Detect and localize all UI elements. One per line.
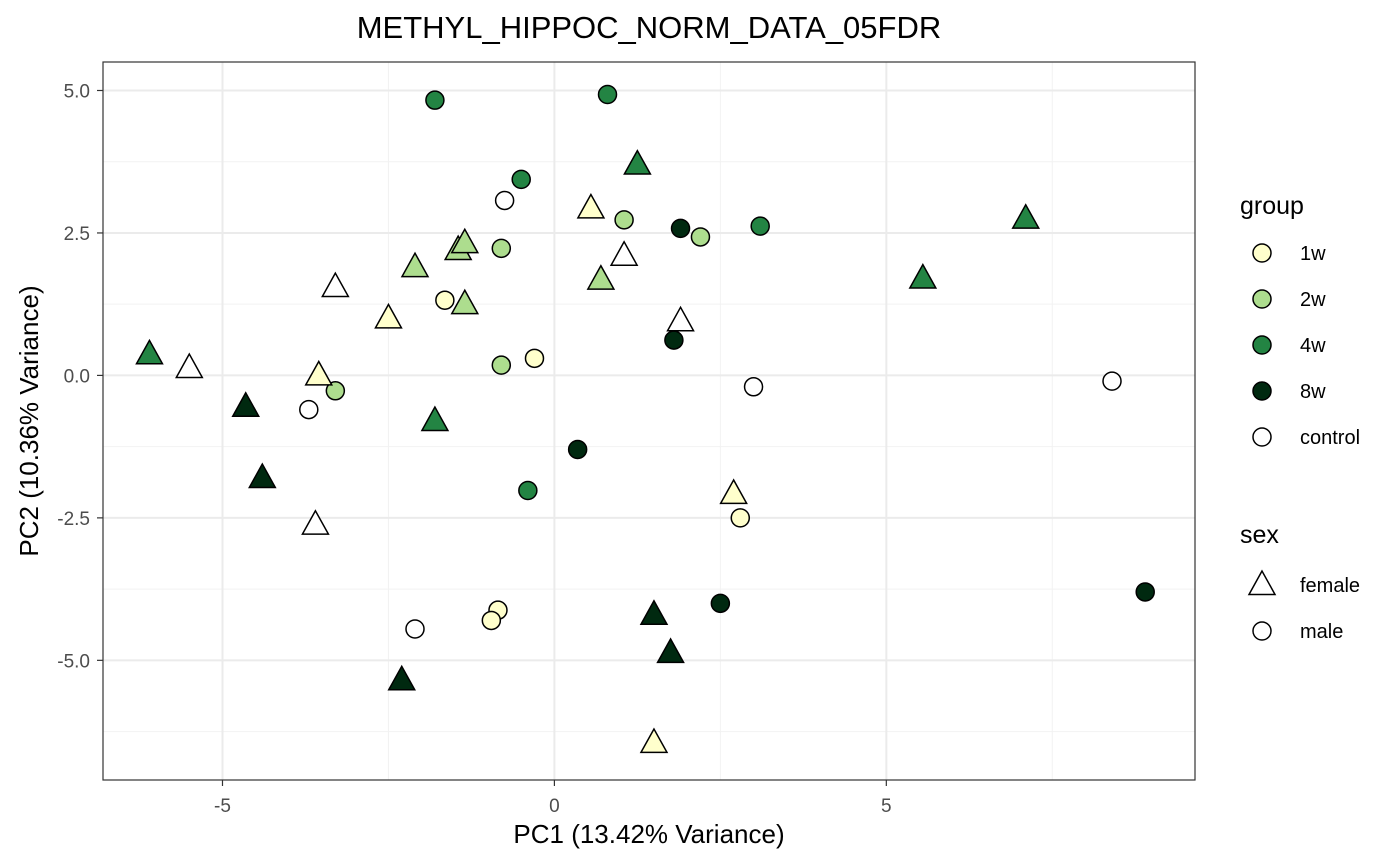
data-point — [666, 305, 695, 332]
data-point — [491, 355, 512, 375]
data-point — [175, 352, 204, 379]
data-point — [719, 478, 748, 505]
y-tick-label: -2.5 — [57, 509, 90, 530]
data-point — [524, 348, 545, 369]
legend-key-4w — [1252, 335, 1272, 355]
data-point — [710, 593, 731, 614]
x-tick-label: -5 — [214, 796, 231, 817]
y-axis-ticks: -5.0 -2.5 0.0 2.5 5.0 — [57, 81, 103, 672]
data-point — [374, 302, 403, 329]
data-point — [609, 240, 639, 266]
x-axis-ticks: -5 0 5 — [214, 780, 892, 817]
data-point — [511, 169, 531, 190]
y-tick-label: 5.0 — [64, 81, 90, 102]
legend-key-2w — [1252, 289, 1272, 309]
data-points — [135, 84, 1155, 754]
legend-key-female — [1247, 569, 1277, 596]
data-point — [387, 664, 416, 691]
legend-key-control — [1252, 427, 1272, 447]
data-point — [321, 271, 350, 298]
grid-major-lines — [103, 62, 1195, 780]
data-point — [623, 149, 652, 175]
legend-sex-title: sex — [1240, 521, 1279, 549]
data-point — [576, 192, 606, 219]
data-point — [1135, 582, 1155, 602]
data-point — [435, 290, 455, 310]
data-point — [491, 238, 512, 259]
y-axis-title: PC2 (10.36% Variance) — [14, 285, 44, 556]
legend-label-1w: 1w — [1300, 243, 1326, 265]
y-tick-label: -5.0 — [57, 651, 90, 672]
data-point — [231, 391, 260, 417]
data-point — [405, 619, 425, 639]
legend-key-1w — [1252, 243, 1272, 263]
legend-label-control: control — [1300, 427, 1360, 449]
data-point — [301, 509, 330, 535]
y-tick-label: 0.0 — [64, 366, 90, 387]
data-point — [614, 210, 634, 230]
data-point — [664, 330, 684, 350]
data-point — [750, 216, 770, 236]
data-point — [135, 338, 164, 365]
data-point — [690, 227, 711, 247]
chart-title: METHYL_HIPPOC_NORM_DATA_05FDR — [357, 10, 942, 45]
data-point — [299, 399, 319, 420]
grid-minor-lines — [103, 62, 1195, 780]
data-point — [670, 218, 691, 239]
data-point — [1102, 371, 1122, 391]
data-point — [325, 381, 346, 401]
legend-label-4w: 4w — [1300, 335, 1326, 357]
data-point — [481, 610, 502, 631]
legend-group-title: group — [1240, 192, 1304, 220]
y-tick-label: 2.5 — [64, 224, 90, 245]
legend-group: group 1w 2w 4w 8w control — [1240, 192, 1360, 449]
data-point — [639, 599, 669, 625]
data-point — [586, 264, 616, 290]
plot-panel-border — [102, 61, 1196, 781]
data-point — [450, 227, 480, 254]
data-point — [567, 439, 588, 460]
data-point — [494, 190, 515, 211]
data-point — [908, 263, 938, 289]
data-point — [450, 288, 480, 315]
data-point — [304, 359, 334, 386]
data-point — [400, 251, 430, 278]
legend-label-8w: 8w — [1300, 381, 1326, 403]
x-tick-label: 0 — [549, 796, 560, 817]
legend-key-8w — [1252, 381, 1272, 401]
data-point — [425, 90, 445, 110]
data-point — [730, 508, 751, 528]
data-point — [518, 480, 538, 501]
legend-label-2w: 2w — [1300, 289, 1326, 311]
data-point — [248, 462, 277, 489]
data-point — [656, 637, 685, 664]
legend-label-female: female — [1300, 575, 1360, 597]
data-point — [639, 727, 669, 754]
legend-sex: sex female male — [1240, 521, 1360, 643]
legend-key-male — [1252, 621, 1272, 641]
legend-label-male: male — [1300, 621, 1343, 643]
data-point — [1011, 203, 1040, 229]
data-point — [743, 377, 764, 397]
data-point — [597, 84, 618, 105]
x-axis-title: PC1 (13.42% Variance) — [513, 819, 784, 849]
data-point — [420, 405, 450, 432]
x-tick-label: 5 — [881, 796, 892, 817]
